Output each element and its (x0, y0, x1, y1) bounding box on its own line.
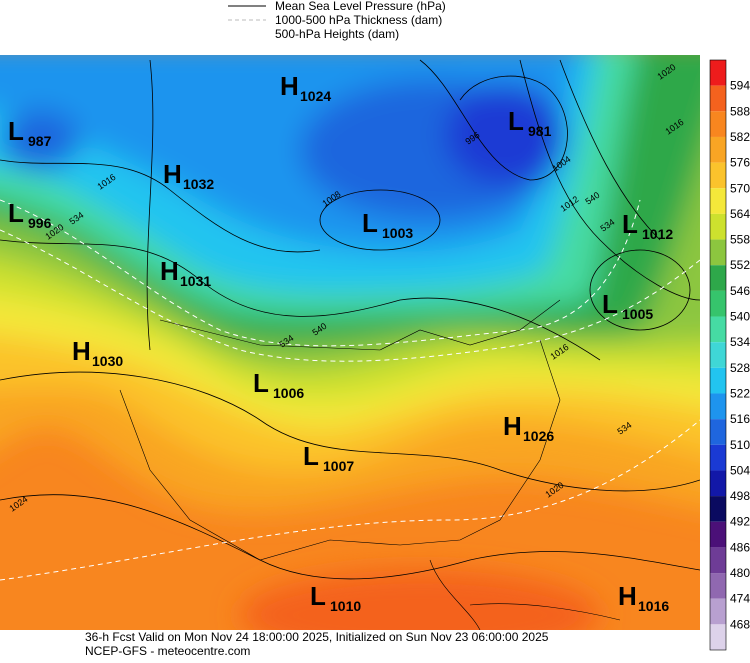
colorbar-label: 474 (730, 592, 750, 606)
center-value: 987 (28, 133, 52, 149)
center-value: 1032 (183, 176, 214, 192)
center-value: 1031 (180, 273, 211, 289)
colorbar-band (710, 290, 726, 317)
center-value: 981 (528, 123, 552, 139)
colorbar-band (710, 547, 726, 574)
colorbar-label: 528 (730, 361, 750, 375)
center-letter: L (622, 209, 638, 239)
colorbar-band (710, 470, 726, 497)
colorbar-band (710, 316, 726, 343)
colorbar-band (710, 136, 726, 163)
boundaries (119, 299, 621, 630)
colorbar-label: 504 (730, 463, 750, 477)
center-letter: H (280, 71, 299, 101)
colorbar-label: 522 (730, 386, 750, 400)
colorbar-band (710, 265, 726, 291)
colorbar-label: 510 (730, 438, 750, 452)
center-value: 996 (28, 215, 52, 231)
colorbar-label: 492 (730, 515, 750, 529)
colorbar-frame (709, 59, 727, 651)
colorbar-band (710, 419, 726, 445)
center-letter: H (160, 256, 179, 286)
legend: Mean Sea Level Pressure (hPa) 1000-500 h… (228, 0, 446, 41)
colorbar-label: 564 (730, 207, 750, 221)
legend-text: Mean Sea Level Pressure (hPa) (275, 0, 446, 13)
colorbar-band (710, 573, 726, 599)
colorbar-band (710, 367, 726, 394)
colorbar-label: 552 (730, 258, 750, 272)
center-value: 1007 (323, 458, 354, 474)
colorbar-label: 558 (730, 233, 750, 247)
colorbar-band (710, 60, 726, 86)
colorbar-band (710, 521, 726, 548)
colorbar: 594 588 582 576 570 564 558 552 546 540 534 528 522 5… (709, 59, 750, 651)
colorbar-band (710, 393, 726, 420)
colorbar-band (710, 444, 726, 471)
colorbar-label: 570 (730, 181, 750, 195)
footer-text: NCEP-GFS - meteocentre.com (85, 644, 250, 658)
center-letter: H (72, 336, 91, 366)
legend-text: 500-hPa Heights (dam) (275, 27, 399, 41)
center-value: 1005 (622, 306, 653, 322)
center-value: 1016 (638, 598, 669, 614)
colorbar-band (710, 342, 726, 368)
colorbar-band (710, 213, 726, 240)
colorbar-band (710, 624, 726, 650)
center-value: 1024 (300, 88, 331, 104)
center-letter: L (8, 116, 24, 146)
footer-text: 36-h Fcst Valid on Mon Nov 24 18:00:00 2… (85, 630, 549, 644)
center-letter: H (503, 411, 522, 441)
colorbar-band (710, 188, 726, 214)
thickness-lines (0, 199, 700, 581)
center-value: 1010 (330, 598, 361, 614)
colorbar-label: 486 (730, 540, 750, 554)
colorbar-band (710, 111, 726, 137)
colorbar-label: 594 (730, 79, 750, 93)
center-value: 1003 (382, 225, 413, 241)
colorbar-label: 534 (730, 335, 750, 349)
center-letter: L (8, 198, 24, 228)
center-value: 1006 (273, 385, 304, 401)
center-value: 1030 (92, 353, 123, 369)
colorbar-label: 582 (730, 130, 750, 144)
colorbar-band (710, 239, 726, 266)
center-letter: L (362, 208, 378, 238)
legend-text: 1000-500 hPa Thickness (dam) (275, 13, 442, 27)
center-value: 1026 (523, 428, 554, 444)
colorbar-band (710, 496, 726, 522)
center-letter: L (602, 289, 618, 319)
colorbar-band (710, 598, 726, 625)
colorbar-label: 588 (730, 104, 750, 118)
center-letter: L (310, 581, 326, 611)
colorbar-label: 516 (730, 412, 750, 426)
center-letter: H (163, 159, 182, 189)
center-letter: L (508, 106, 524, 136)
center-value: 1012 (642, 226, 673, 242)
colorbar-band (710, 85, 726, 112)
colorbar-label: 546 (730, 284, 750, 298)
isobars (0, 59, 700, 580)
colorbar-band (710, 162, 726, 189)
colorbar-label: 498 (730, 489, 750, 503)
center-letter: L (303, 441, 319, 471)
colorbar-label: 576 (730, 156, 750, 170)
colorbar-label: 480 (730, 566, 750, 580)
colorbar-label: 468 (730, 617, 750, 631)
colorbar-label: 540 (730, 310, 750, 324)
center-letter: L (253, 368, 269, 398)
center-letter: H (618, 581, 637, 611)
